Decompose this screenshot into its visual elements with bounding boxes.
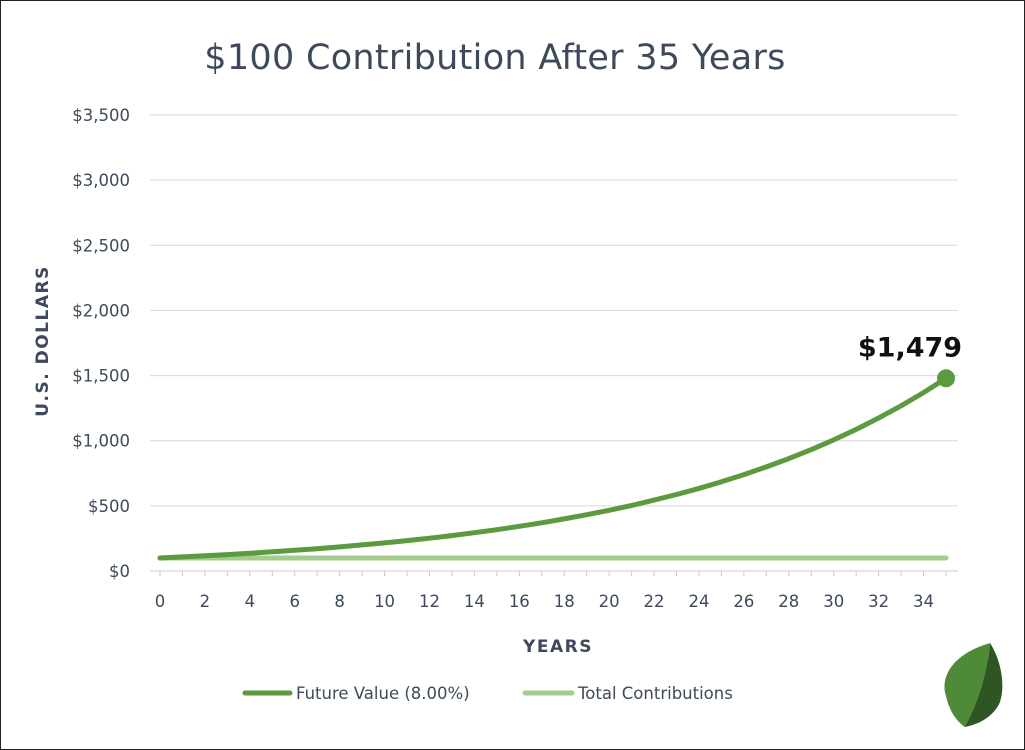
y-tick-labels: $0 $500 $1,000 $1,500 $2,000 $2,500 $3,000 $3,5… [72, 106, 130, 581]
axes [150, 570, 958, 576]
x-tick-label: 32 [868, 592, 889, 611]
endpoint-marker [937, 369, 955, 388]
y-tick-label: $1,000 [72, 432, 130, 451]
x-tick-label: 2 [200, 592, 211, 611]
x-tick-label: 16 [509, 592, 530, 611]
x-tick-label: 10 [374, 592, 395, 611]
x-tick-label: 8 [334, 592, 345, 611]
legend-label-total-contributions: Total Contributions [577, 684, 733, 703]
x-tick-label: 34 [913, 592, 934, 611]
x-tick-label: 22 [644, 592, 665, 611]
x-tick-label: 18 [554, 592, 575, 611]
x-tick-label: 30 [823, 592, 844, 611]
y-tick-label: $2,500 [72, 236, 130, 255]
y-axis-label: U.S. DOLLARS [33, 265, 53, 417]
series [157, 375, 949, 561]
annotations: $1,479 [858, 332, 962, 388]
y-tick-label: $2,000 [72, 301, 130, 320]
chart-title: $100 Contribution After 35 Years [204, 38, 786, 78]
y-tick-label: $500 [88, 497, 130, 516]
legend-label-future-value: Future Value (8.00%) [296, 684, 470, 703]
x-tick-label: 24 [688, 592, 709, 611]
endpoint-value-label: $1,479 [858, 332, 962, 363]
x-tick-label: 6 [289, 592, 300, 611]
y-tick-label: $0 [109, 562, 130, 581]
x-axis-label: YEARS [522, 637, 593, 657]
legend: Future Value (8.00%) Total Contributions [242, 684, 733, 703]
x-tick-label: 28 [778, 592, 799, 611]
x-tick-label: 12 [419, 592, 440, 611]
leaf-icon [944, 643, 1003, 727]
x-tick-label: 14 [464, 592, 485, 611]
y-tick-label: $1,500 [72, 367, 130, 386]
x-tick-label: 4 [245, 592, 256, 611]
x-tick-label: 26 [733, 592, 754, 611]
x-tick-label: 20 [599, 592, 620, 611]
series-line-future-value [157, 375, 949, 561]
x-tick-label: 0 [155, 592, 166, 611]
y-tick-label: $3,000 [72, 171, 130, 190]
y-tick-label: $3,500 [72, 106, 130, 125]
gridlines [150, 114, 958, 507]
x-tick-labels: 0 2 4 6 8 10 12 14 16 18 20 22 24 26 28 30 32 34 [155, 592, 934, 611]
